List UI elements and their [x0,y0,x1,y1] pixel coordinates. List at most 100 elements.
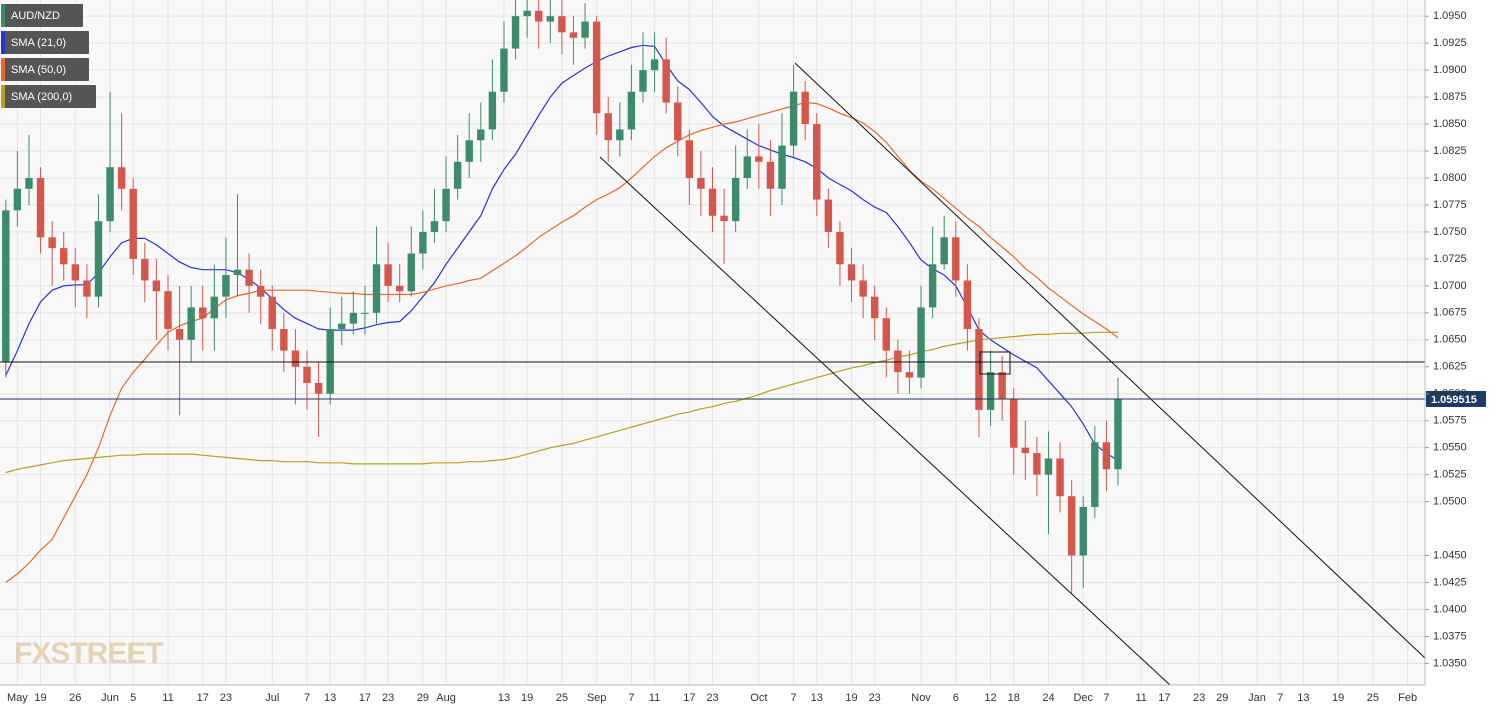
upper-trendline [794,62,1426,659]
candle-body [1056,458,1064,497]
candle-body [882,318,890,351]
x-tick-label: 11 [1135,692,1146,704]
candle-body [986,372,995,410]
x-tick-label: 23 [220,692,232,704]
candle-body [859,280,867,297]
x-tick-label: Dec [1073,692,1093,704]
candle-body [453,161,462,189]
x-tick-label: Oct [750,692,767,704]
y-tick-label: 1.0725 [1433,253,1467,265]
y-tick-label: 1.0575 [1433,415,1467,427]
candle-body [83,280,91,297]
y-tick-label: 1.0800 [1433,172,1467,184]
x-tick-label: 17 [359,692,371,704]
x-tick-label: Sep [587,692,607,704]
legend-box [1,58,89,81]
candle-body [778,145,786,189]
candle-body [975,329,983,410]
x-tick-label: 19 [1332,692,1344,704]
candle-body [674,102,682,141]
candle-body [1079,507,1087,556]
x-tick-label: 18 [1008,692,1020,704]
candle-body [71,264,80,281]
candle-body [106,167,114,222]
y-tick-label: 1.0925 [1433,37,1467,49]
candle-body [616,129,624,141]
candle-body [604,113,612,141]
x-tick-label: 7 [304,692,310,704]
candle-body [129,188,137,259]
legend-label: SMA (200,0) [11,91,72,103]
candle-body [233,269,242,276]
last-price-label: 1.059515 [1431,394,1477,406]
y-tick-label: 1.0825 [1433,145,1467,157]
candle-body [361,312,369,314]
sma-line [5,331,1118,474]
candle-body [639,70,647,92]
candle-body [789,91,798,146]
legend-swatch [1,58,5,81]
y-tick-label: 1.0450 [1433,549,1467,561]
candle-body [592,21,601,114]
x-tick-label: 6 [953,692,959,704]
candle-body [314,382,323,394]
candle-body [894,350,902,373]
candle-body [998,372,1006,400]
y-tick-label: 1.0675 [1433,307,1467,319]
x-tick-label: Feb [1398,692,1417,704]
candle-body [1067,496,1076,556]
candle-body [581,21,589,38]
x-tick-label: 17 [683,692,695,704]
x-tick-label: 25 [556,692,568,704]
candle-body [326,329,334,394]
candle-body [141,258,149,281]
annotations [0,62,1426,686]
legend-label: AUD/NZD [11,10,60,22]
candle-body [13,188,22,211]
y-tick-label: 1.0600 [1433,388,1467,400]
legend-box [1,85,96,108]
candle-body [222,275,230,297]
axes: 1.0950 1.0925 1.0900 1.0875 1.0850 1.0825 1.08… [7,10,1467,704]
y-tick-label: 1.0350 [1433,657,1467,669]
x-tick-label: 11 [649,692,660,704]
candle-body [1010,399,1018,448]
legend-box [1,4,83,27]
legend-box [1,31,89,54]
candle-body [627,91,636,130]
x-tick-label: 29 [1216,692,1228,704]
last-price-tag [1426,390,1486,407]
x-tick-label: 7 [628,692,634,704]
candle-body [558,16,566,33]
x-tick-label: 12 [984,692,996,704]
candle-body [117,167,126,189]
y-tick-label: 1.0750 [1433,226,1467,238]
candle-body [662,59,670,103]
candle-body [245,269,253,286]
x-tick-label: 13 [324,692,336,704]
candle-body [569,32,578,38]
x-tick-label: 25 [1367,692,1379,704]
candle-body [500,48,508,92]
y-tick-label: 1.0625 [1433,361,1467,373]
x-tick-label: 13 [811,692,823,704]
candle-body [963,280,972,330]
x-tick-label: 19 [521,692,533,704]
x-tick-label: 23 [1193,692,1205,704]
x-tick-label: 7 [1103,692,1109,704]
y-tick-label: 1.0400 [1433,603,1467,615]
candle-body [199,307,207,319]
candle-body [720,215,728,222]
x-tick-label: 7 [1277,692,1283,704]
y-tick-label: 1.0900 [1433,64,1467,76]
candle-body [1021,447,1030,454]
x-tick-label: 23 [382,692,394,704]
candle-body [940,237,948,265]
x-tick-label: 5 [130,692,136,704]
y-tick-label: 1.0425 [1433,576,1467,588]
candle-body [36,177,45,238]
y-tick-label: 1.0550 [1433,442,1467,454]
candle-body [384,264,392,286]
x-tick-label: 17 [197,692,209,704]
